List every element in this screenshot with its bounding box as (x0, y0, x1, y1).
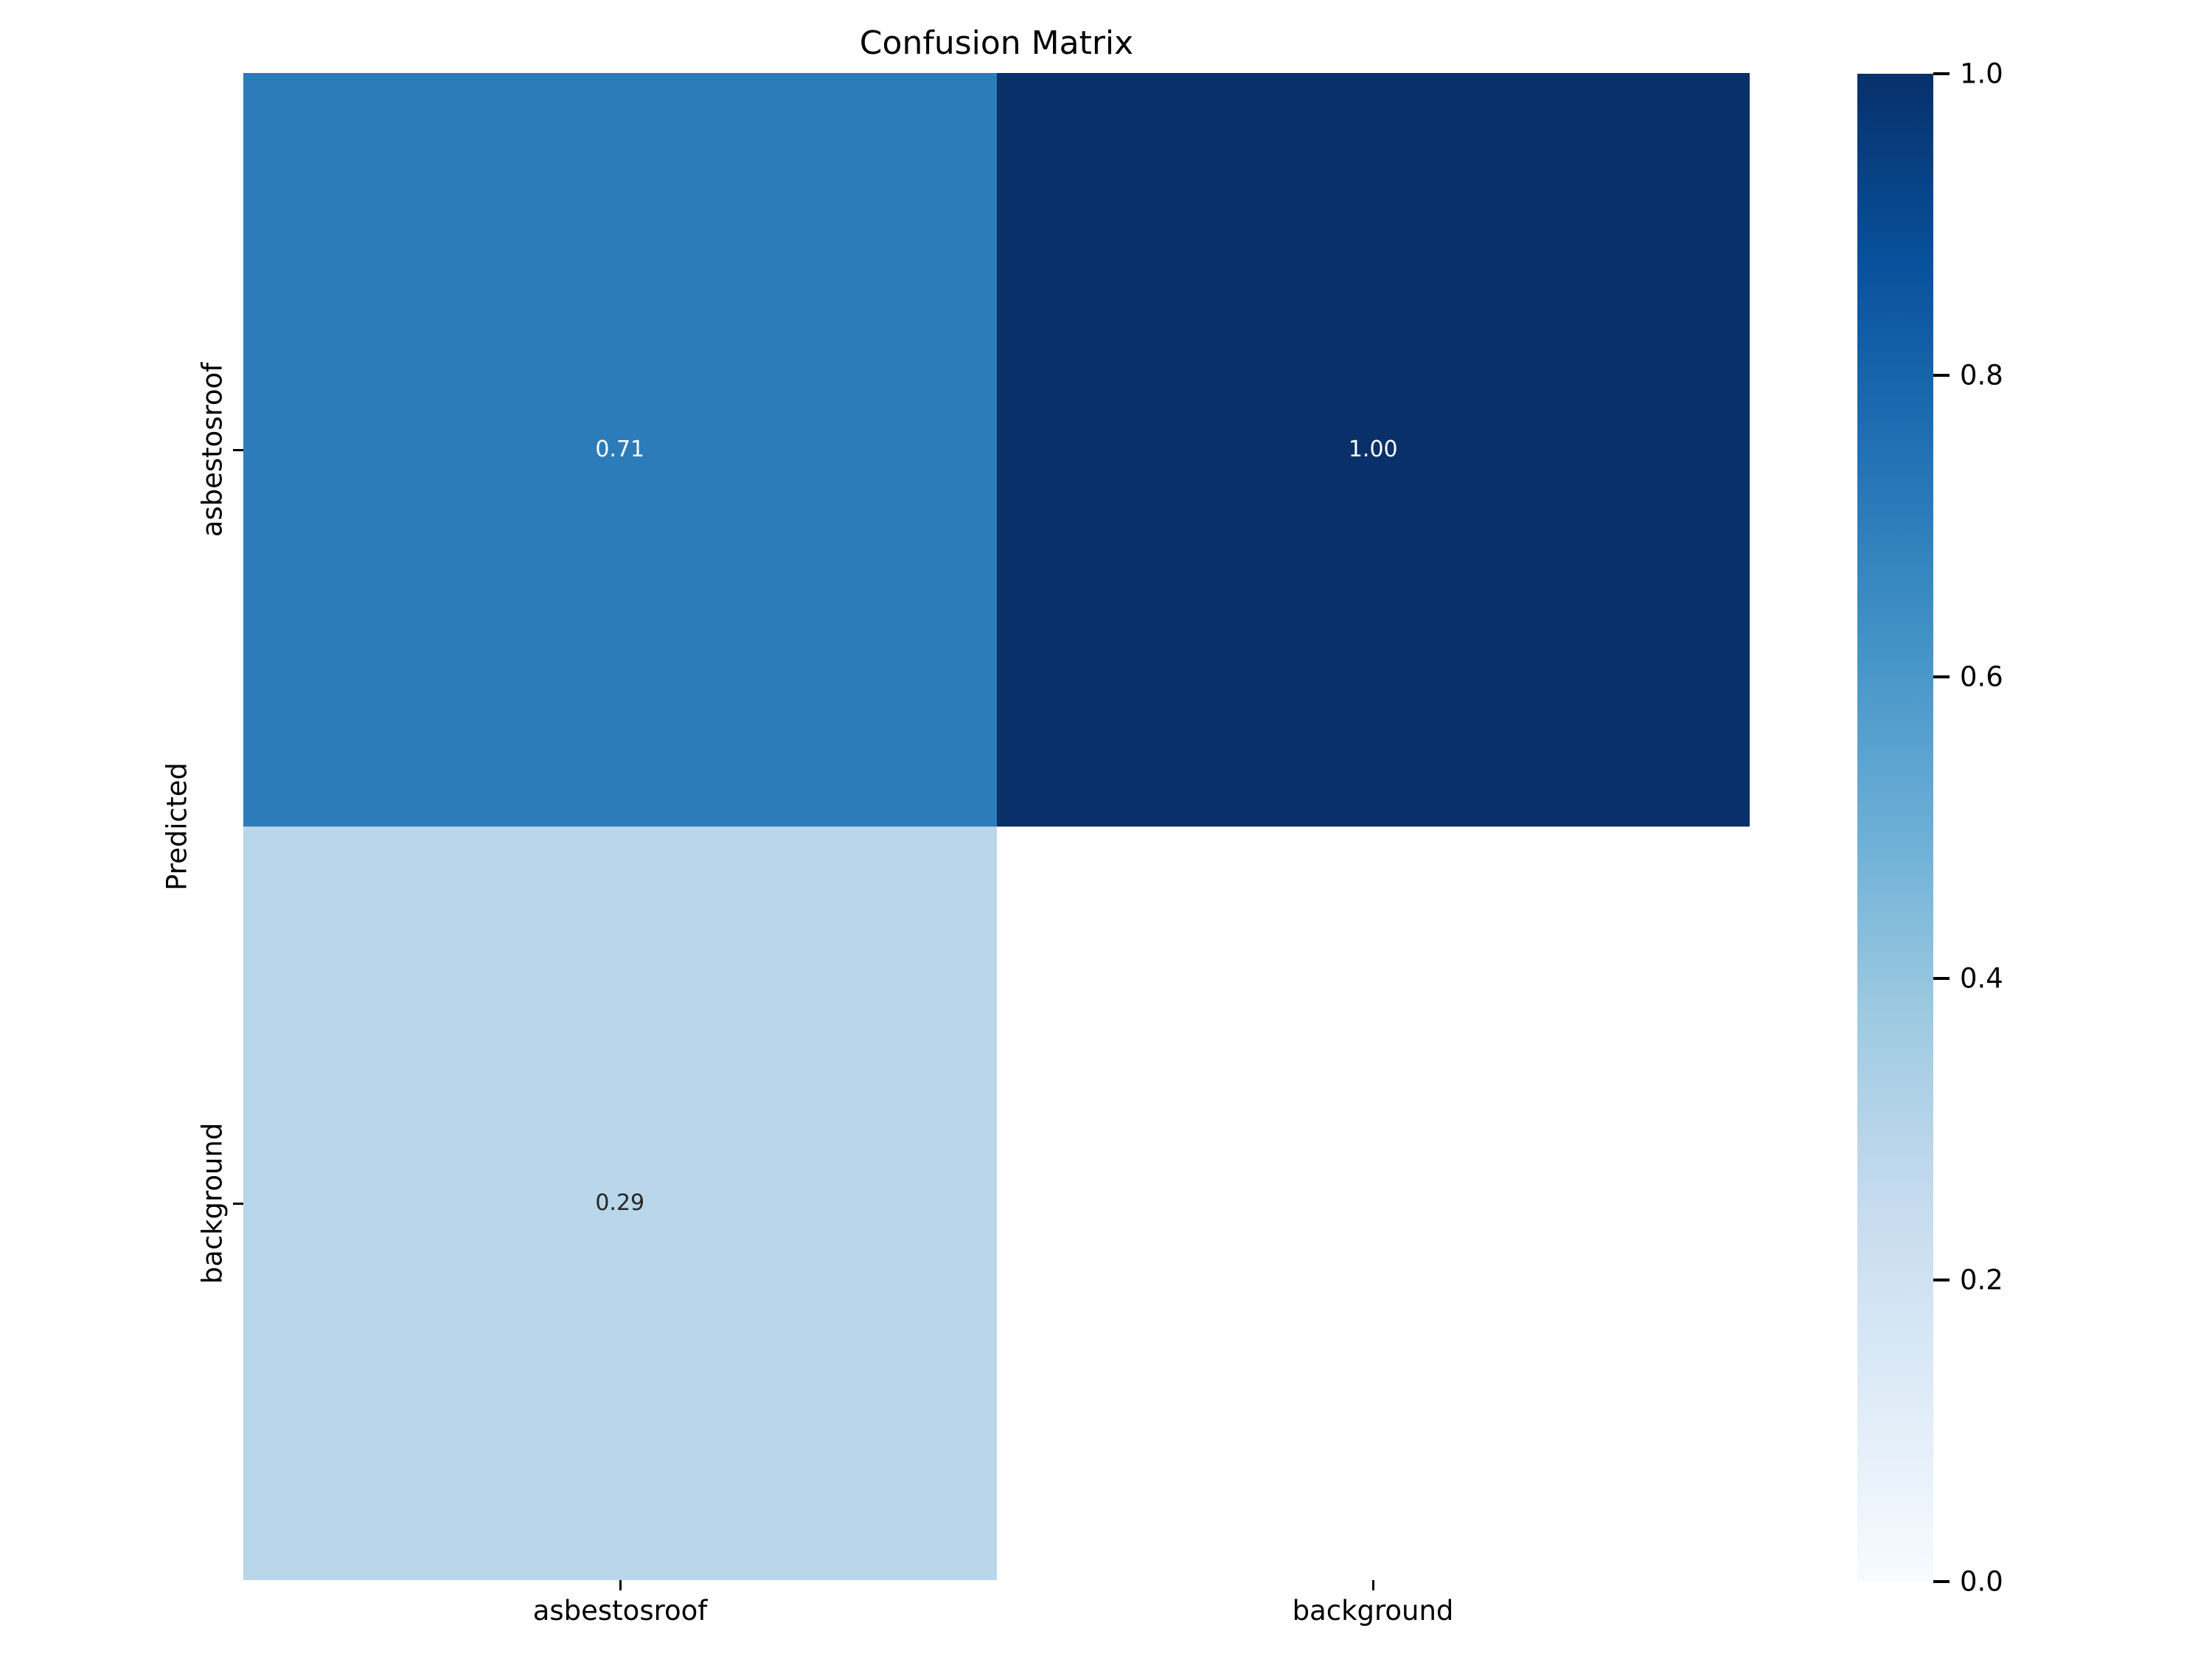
matrix-cell-background-asbestosroof: 0.29 (243, 827, 997, 1580)
x-tick-mark (1372, 1580, 1374, 1590)
colorbar-tick-label: 0.6 (1960, 661, 2003, 693)
colorbar-gradient (1857, 74, 1933, 1582)
matrix-cell-asbestosroof-asbestosroof: 0.71 (243, 73, 997, 827)
colorbar-tick-mark (1933, 977, 1950, 980)
colorbar-tick-label: 0.4 (1960, 962, 2003, 995)
y-tick-label-asbestosroof: asbestosroof (196, 362, 229, 538)
cell-value: 0.71 (595, 437, 645, 462)
y-axis-title: Predicted (161, 762, 193, 891)
colorbar-tick-mark (1933, 374, 1950, 377)
y-tick-mark (233, 449, 243, 451)
colorbar-tick-label: 0.0 (1960, 1565, 2003, 1598)
y-tick-label-background: background (196, 1122, 229, 1284)
colorbar-tick-label: 0.8 (1960, 359, 2003, 392)
cell-value: 1.00 (1348, 437, 1398, 462)
matrix-cell-asbestosroof-background: 1.00 (996, 73, 1750, 827)
colorbar-tick-mark (1933, 675, 1950, 678)
cell-value: 0.29 (595, 1190, 645, 1216)
x-tick-mark (619, 1580, 622, 1590)
colorbar-tick-label: 0.2 (1960, 1264, 2003, 1296)
colorbar-tick-mark (1933, 1580, 1950, 1583)
chart-title: Confusion Matrix (859, 24, 1134, 62)
matrix-cell-background-background (996, 827, 1750, 1580)
y-tick-mark (233, 1203, 243, 1205)
heatmap-grid: 0.71 1.00 0.29 (243, 73, 1750, 1580)
colorbar-tick-mark (1933, 72, 1950, 75)
colorbar-tick-mark (1933, 1279, 1950, 1281)
x-tick-label-asbestosroof: asbestosroof (532, 1595, 708, 1627)
x-tick-label-background: background (1292, 1595, 1454, 1627)
colorbar-tick-label: 1.0 (1960, 58, 2003, 90)
